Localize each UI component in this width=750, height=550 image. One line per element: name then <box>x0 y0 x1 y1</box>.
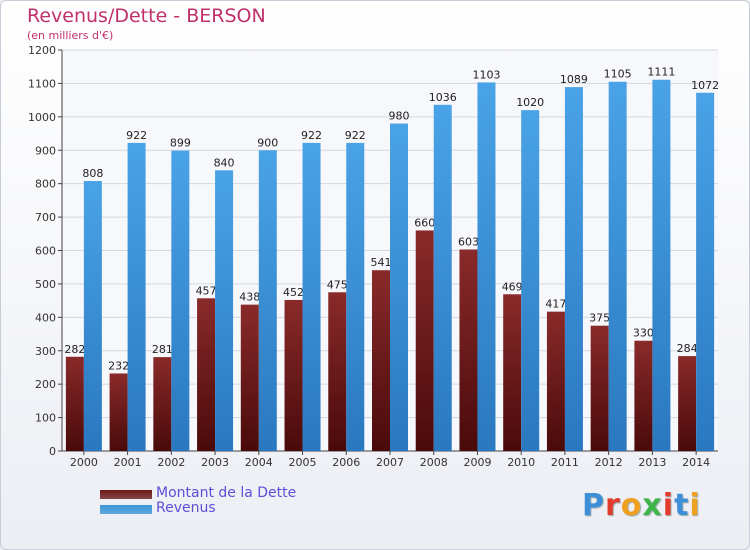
y-tick-label: 1000 <box>28 111 56 124</box>
y-tick-label: 1200 <box>28 44 56 57</box>
bar-revenue <box>477 82 496 451</box>
x-tick-label: 2008 <box>420 456 448 469</box>
bar-debt <box>153 357 172 451</box>
data-label-revenue: 1036 <box>429 91 457 104</box>
data-label-revenue: 922 <box>126 129 147 142</box>
bar-debt <box>415 230 434 451</box>
y-tick-label: 900 <box>35 144 56 157</box>
bar-debt <box>546 311 565 451</box>
bar-revenue <box>696 92 715 452</box>
y-tick-label: 0 <box>49 445 56 458</box>
x-tick-label: 2001 <box>114 456 142 469</box>
data-label-revenue: 899 <box>170 137 191 150</box>
data-label-debt: 452 <box>283 286 304 299</box>
data-label-debt: 469 <box>502 280 523 293</box>
data-label-debt: 330 <box>633 327 654 340</box>
bar-revenue <box>433 104 452 451</box>
proxiti-logo: Proxiti <box>582 488 701 523</box>
legend-label-debt: Montant de la Dette <box>156 485 297 501</box>
x-tick-label: 2006 <box>332 456 360 469</box>
bar-debt <box>590 325 609 451</box>
x-tick-label: 2012 <box>595 456 623 469</box>
x-tick-label: 2005 <box>289 456 317 469</box>
data-label-debt: 475 <box>327 278 348 291</box>
y-tick-label: 100 <box>35 412 56 425</box>
bar-revenue <box>258 150 277 451</box>
data-label-revenue: 1020 <box>516 96 544 109</box>
data-label-debt: 281 <box>152 343 173 356</box>
legend-swatch-debt <box>100 490 152 499</box>
x-tick-label: 2000 <box>70 456 98 469</box>
data-label-debt: 282 <box>64 343 85 356</box>
y-tick-label: 300 <box>35 345 56 358</box>
bar-debt <box>284 299 303 451</box>
x-tick-label: 2010 <box>507 456 535 469</box>
bar-debt <box>678 356 697 451</box>
data-label-debt: 438 <box>239 291 260 304</box>
bar-revenue <box>127 142 146 452</box>
bar-revenue <box>521 110 540 452</box>
x-tick-label: 2007 <box>376 456 404 469</box>
bar-revenue <box>652 79 671 451</box>
x-tick-label: 2002 <box>157 456 185 469</box>
y-tick-label: 200 <box>35 378 56 391</box>
legend-label-revenue: Revenus <box>156 500 216 516</box>
bar-revenue <box>302 142 321 452</box>
x-tick-label: 2011 <box>551 456 579 469</box>
data-label-revenue: 900 <box>257 136 278 149</box>
x-tick-label: 2014 <box>682 456 710 469</box>
y-tick-label: 400 <box>35 311 56 324</box>
data-label-revenue: 1103 <box>472 68 500 81</box>
y-tick-label: 1100 <box>28 77 56 90</box>
data-label-revenue: 1111 <box>647 66 675 79</box>
x-tick-label: 2009 <box>463 456 491 469</box>
bar-revenue <box>608 81 627 451</box>
bar-revenue <box>564 87 583 451</box>
y-tick-label: 500 <box>35 278 56 291</box>
chart-subtitle: (en milliers d'€) <box>27 29 114 42</box>
bar-revenue <box>346 142 365 452</box>
bar-debt <box>328 292 347 451</box>
data-label-debt: 457 <box>196 284 217 297</box>
bar-debt <box>65 356 84 451</box>
bar-revenue <box>390 123 408 452</box>
y-tick-label: 700 <box>35 211 56 224</box>
legend-swatch-revenue <box>100 505 152 514</box>
bar-debt <box>197 298 216 451</box>
bar-debt <box>372 270 390 451</box>
data-label-debt: 541 <box>371 256 392 269</box>
data-label-debt: 232 <box>108 359 129 372</box>
bar-revenue <box>83 180 102 451</box>
data-label-revenue: 922 <box>345 129 366 142</box>
data-label-revenue: 1089 <box>560 73 588 86</box>
bar-debt <box>634 340 653 451</box>
x-tick-label: 2003 <box>201 456 229 469</box>
bar-debt <box>459 249 478 451</box>
bar-revenue <box>171 150 190 451</box>
bar-debt <box>503 294 522 451</box>
data-label-debt: 417 <box>545 298 566 311</box>
y-tick-label: 800 <box>35 178 56 191</box>
data-label-revenue: 980 <box>389 110 410 123</box>
data-label-debt: 375 <box>589 312 610 325</box>
bar-debt <box>240 304 259 451</box>
data-label-revenue: 1072 <box>691 79 719 92</box>
data-label-debt: 284 <box>677 342 698 355</box>
data-label-revenue: 922 <box>301 129 322 142</box>
data-label-debt: 603 <box>458 235 479 248</box>
bar-revenue <box>215 170 234 452</box>
data-label-debt: 660 <box>414 216 435 229</box>
data-label-revenue: 808 <box>82 167 103 180</box>
x-tick-label: 2004 <box>245 456 273 469</box>
y-tick-label: 600 <box>35 245 56 258</box>
x-tick-label: 2013 <box>638 456 666 469</box>
data-label-revenue: 1105 <box>604 68 632 81</box>
bar-debt <box>109 373 128 451</box>
data-label-revenue: 840 <box>214 156 235 169</box>
chart-title: Revenus/Dette - BERSON <box>27 5 266 27</box>
